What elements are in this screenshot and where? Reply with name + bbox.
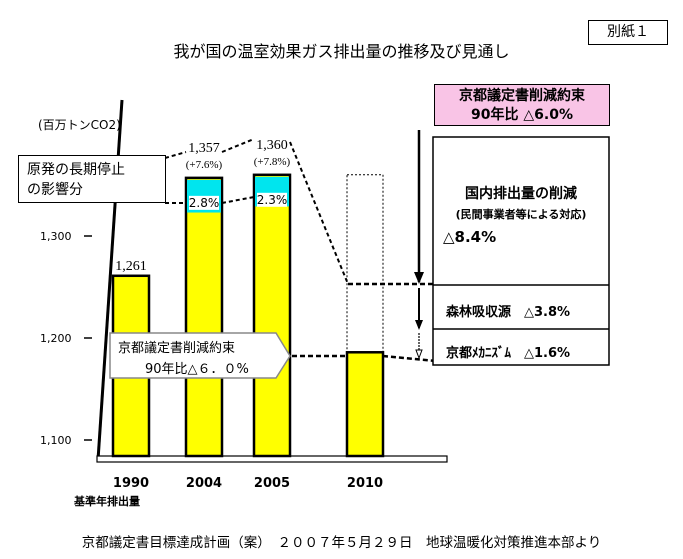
nuclear-shutdown-line2: の影響分: [27, 182, 83, 198]
arrow-forest-head: [415, 320, 423, 330]
bar-1990-value-label: 1,261: [115, 259, 147, 274]
connector-2004-2005-bottom: [221, 196, 255, 204]
bar-2005-nuclear-label: 2.3%: [257, 193, 288, 207]
unit-label: (百万トンCO2): [38, 118, 121, 132]
footer-source: 京都議定書目標達成計画（案） ２００７年５月２９日 地球温暖化対策推進本部より: [81, 535, 602, 551]
kyoto-mechanism-label: 京都ﾒｶﾆｽﾞﾑ △1.6%: [446, 346, 571, 361]
bar-2010-target-outline: [346, 174, 384, 457]
domestic-reduction-value: △8.4%: [443, 228, 497, 246]
x-tick-label-2005: 2005: [254, 476, 290, 491]
connector-2005-2010: [289, 141, 349, 285]
bar-2010: [345, 351, 385, 458]
bar-2004-nuclear-label-bg: [189, 195, 219, 210]
bar-2004: [184, 176, 224, 458]
bar-2005-value-label: 1,360: [256, 138, 288, 153]
y-tick-label: 1,300: [40, 230, 72, 243]
nuclear-shutdown-box: 原発の長期停止 の影響分: [18, 155, 166, 203]
base-year-label: 基準年排出量: [74, 495, 140, 508]
bar-2004-change-label: (+7.6%): [186, 159, 223, 171]
connector-2004-2005-top: [221, 138, 255, 153]
domestic-reduction-sub: (民間事業者等による対応): [455, 208, 587, 221]
bar-1990: [111, 274, 151, 458]
bar-2005-change-label: (+7.8%): [254, 156, 291, 168]
arrow-domestic-head: [414, 272, 424, 284]
arrow-mechanism-head: [415, 349, 423, 360]
kyoto-target-line1: 京都議定書削減約束: [459, 88, 585, 104]
bar-2004-value-label: 1,357: [188, 141, 220, 156]
nuclear-shutdown-line1: 原発の長期停止: [27, 162, 125, 178]
bar-2005: [252, 173, 292, 458]
forest-sink-label: 森林吸収源 △3.8%: [446, 305, 571, 320]
y-tick-label: 1,200: [40, 332, 72, 345]
chart-title: 我が国の温室効果ガス排出量の推移及び見通し: [173, 42, 510, 61]
kyoto-callout-line1: 京都議定書削減約束: [118, 341, 236, 356]
kyoto-callout-line2: 90年比△６．０%: [145, 362, 249, 377]
x-tick-label-2010: 2010: [347, 476, 383, 491]
x-tick-label-1990: 1990: [113, 476, 149, 491]
domestic-reduction-title: 国内排出量の削減: [465, 186, 577, 202]
y-tick-label: 1,100: [40, 434, 72, 447]
reduction-panel: [432, 136, 610, 366]
bar-2005-nuclear-label-bg: [257, 192, 287, 207]
connector-nuclear-2004-top: [164, 151, 187, 159]
annex-label: 別紙１: [588, 20, 668, 45]
bar-2004-nuclear-label: 2.8%: [189, 196, 220, 210]
kyoto-target-box: 京都議定書削減約束 90年比 △6.0%: [434, 84, 610, 126]
x-tick-label-2004: 2004: [186, 476, 222, 491]
kyoto-target-line2: 90年比 △6.0%: [471, 107, 573, 123]
